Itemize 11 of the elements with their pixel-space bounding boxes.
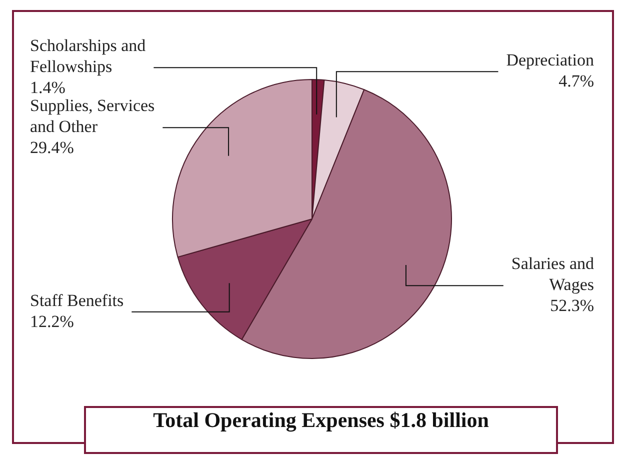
data-label: 12.2% — [30, 312, 74, 331]
text: Total Operating Expenses $1.8 billion — [84, 406, 558, 454]
slice-label: Staff Benefits — [30, 290, 124, 310]
slice-label: Depreciation — [506, 50, 594, 70]
slice-label: Salaries and Wages — [511, 254, 594, 294]
slice-label: Scholarships and Fellowships — [30, 36, 146, 76]
data-label: 29.4% — [30, 138, 74, 158]
data-label: 52.3% — [550, 296, 594, 316]
data-label: 1.4% — [30, 78, 66, 98]
slice-label: Supplies, Services and Other — [30, 96, 155, 136]
data-label: 4.7% — [558, 72, 594, 91]
